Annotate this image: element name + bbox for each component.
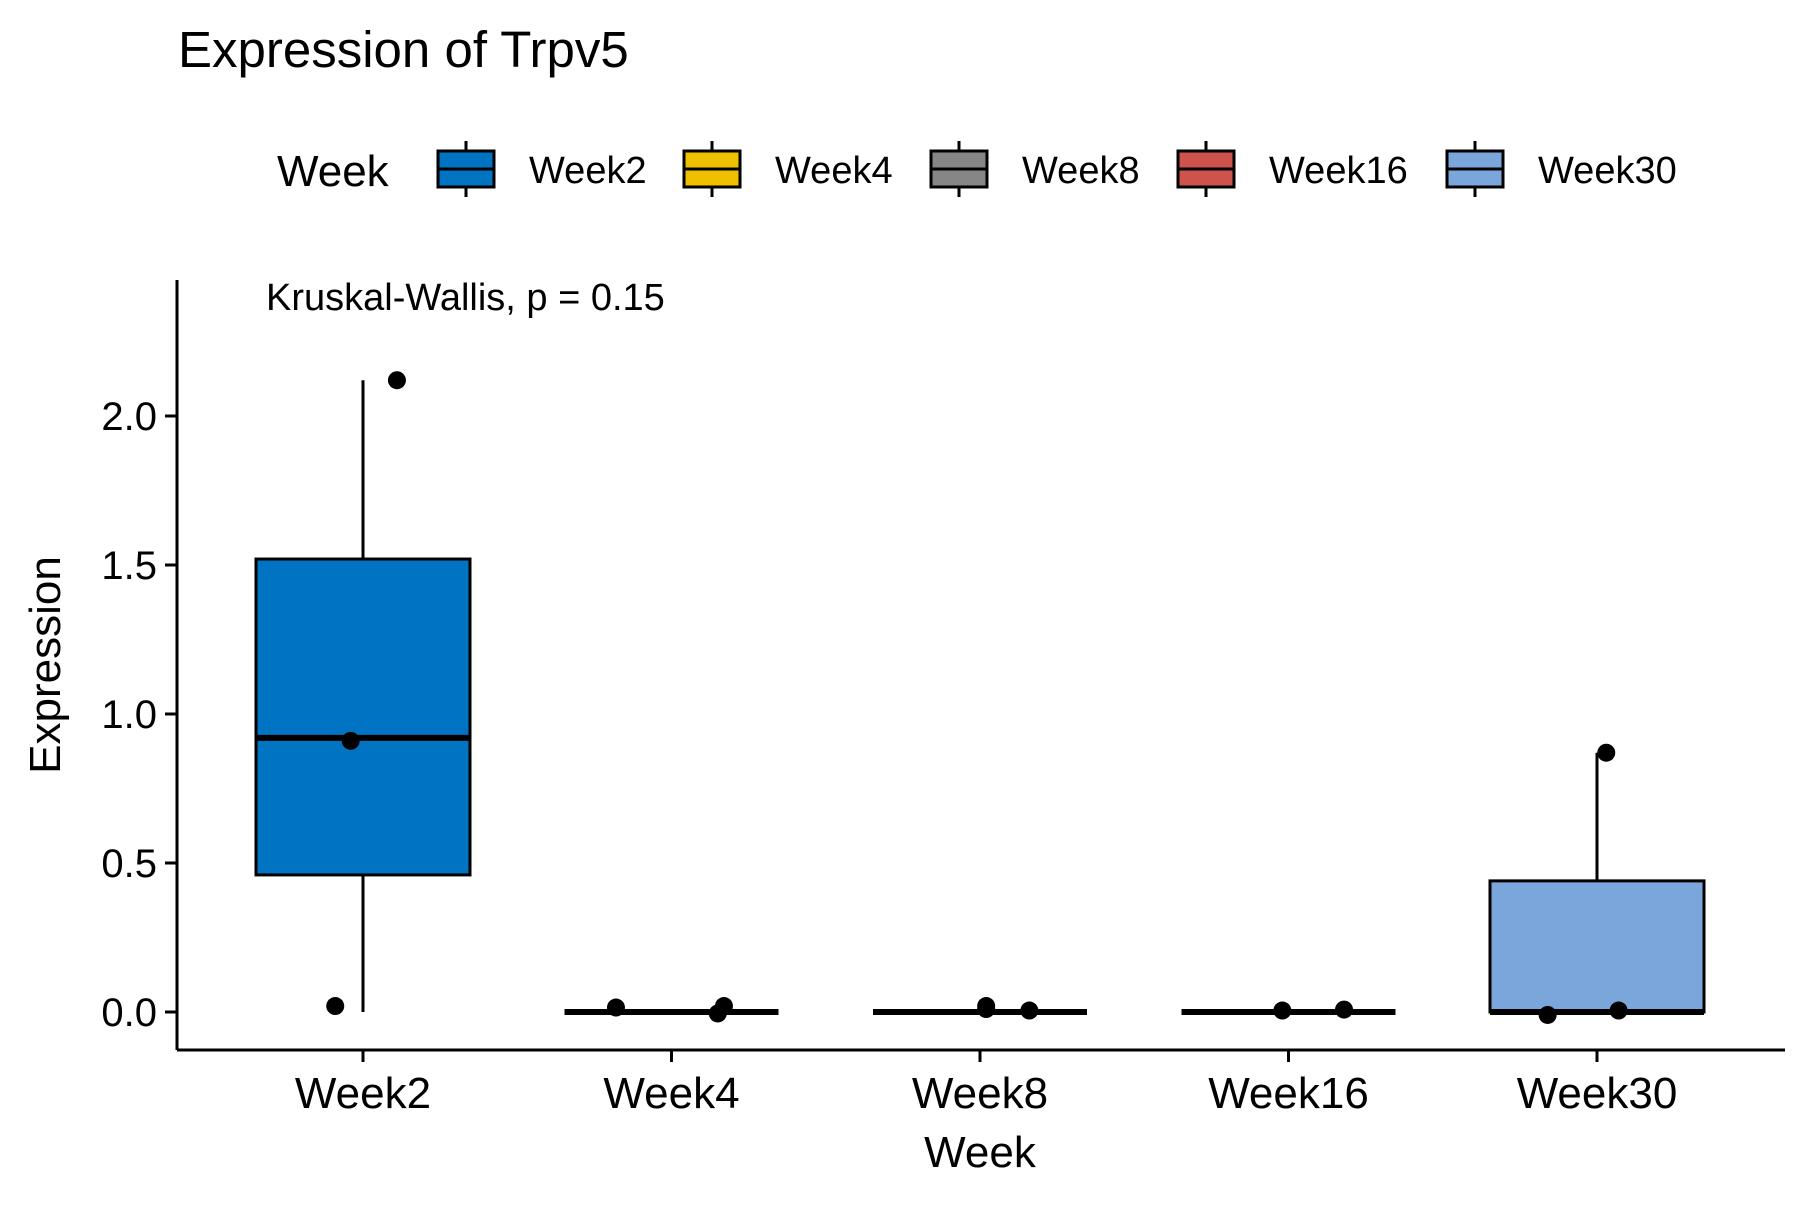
data-point: [708, 1004, 727, 1023]
box-plots: [254, 380, 1706, 1015]
y-axis-label: Expression: [21, 556, 70, 774]
x-tick-label: Week2: [295, 1069, 431, 1118]
data-point: [1335, 1000, 1354, 1019]
data-point: [387, 371, 406, 390]
y-tick-label: 1.0: [101, 693, 157, 737]
legend-label: Week2: [529, 150, 647, 192]
y-axis: 0.0 0.5 1.0 1.5 2.0: [101, 280, 179, 1050]
x-tick-label: Week8: [912, 1069, 1048, 1118]
data-point: [1597, 743, 1616, 762]
box-week2: [254, 380, 472, 1012]
x-tick-label: Week16: [1208, 1069, 1369, 1118]
legend-item-week2: Week2: [436, 141, 647, 197]
y-tick-label: 0.0: [101, 991, 157, 1035]
legend-item-week4: Week4: [682, 141, 893, 197]
box-body: [254, 557, 472, 877]
legend-item-week8: Week8: [929, 141, 1140, 197]
x-axis-label: Week: [924, 1128, 1037, 1177]
stat-annotation: Kruskal-Wallis, p = 0.15: [266, 277, 665, 319]
box-week30: [1488, 752, 1706, 1015]
data-point: [1609, 1001, 1628, 1020]
data-point: [606, 998, 625, 1017]
legend-item-week30: Week30: [1445, 141, 1677, 197]
chart-title: Expression of Trpv5: [178, 21, 629, 78]
data-point: [1538, 1005, 1557, 1024]
legend-item-week16: Week16: [1176, 141, 1408, 197]
legend: Week Week2 Week4 Week8 Week16 Week30: [277, 141, 1677, 197]
legend-label: Week16: [1269, 150, 1408, 192]
data-point: [977, 1000, 996, 1019]
data-point: [1020, 1001, 1039, 1020]
data-points: [326, 371, 1628, 1024]
legend-items: Week2 Week4 Week8 Week16 Week30: [436, 141, 1677, 197]
legend-label: Week30: [1538, 150, 1677, 192]
x-axis: Week2 Week4 Week8 Week16 Week30: [177, 1048, 1785, 1118]
data-point: [341, 731, 360, 750]
data-point: [326, 997, 345, 1016]
y-tick-label: 1.5: [101, 544, 157, 588]
data-point: [1273, 1001, 1292, 1020]
x-tick-label: Week4: [603, 1069, 739, 1118]
legend-label: Week8: [1022, 150, 1140, 192]
y-tick-label: 2.0: [101, 395, 157, 439]
box-body: [1488, 879, 1706, 1014]
legend-label: Week4: [775, 150, 893, 192]
y-tick-label: 0.5: [101, 842, 157, 886]
x-tick-label: Week30: [1517, 1069, 1678, 1118]
legend-title: Week: [277, 147, 390, 196]
